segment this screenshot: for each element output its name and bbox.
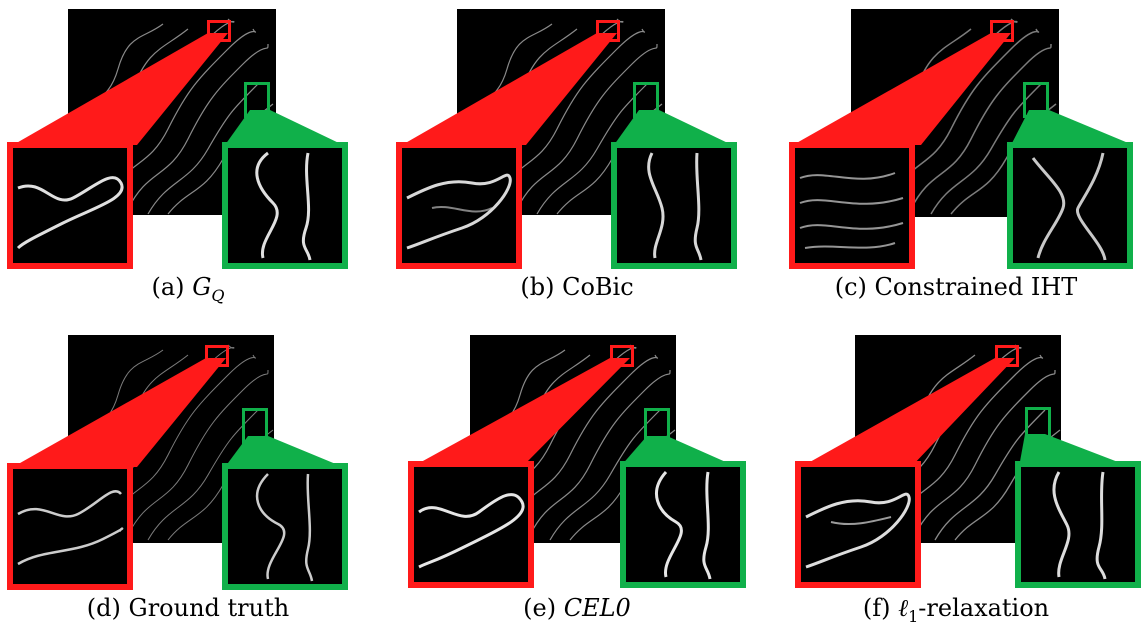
panel-e: (e) CEL0 (392, 321, 762, 642)
roi-green-box (244, 82, 270, 118)
zoom-content (1052, 471, 1107, 580)
panel-caption: (e) CEL0 (523, 594, 631, 622)
zoom-inset-green (1015, 461, 1141, 588)
roi-green-box (644, 408, 670, 444)
zoom-content (256, 473, 314, 582)
roi-green-box (1023, 82, 1049, 118)
zoom-content (255, 151, 312, 261)
panel-a: (a) GQ (3, 0, 373, 321)
zoom-inset-red (795, 461, 921, 588)
panel-d: (d) Ground truth (3, 321, 373, 642)
roi-red-box (990, 20, 1014, 42)
roi-green-box (633, 82, 659, 118)
zoom-content (805, 492, 911, 569)
zoom-inset-green (222, 142, 348, 269)
zoom-content (647, 152, 703, 261)
roi-red-box (610, 345, 634, 367)
zoom-inset-red (408, 461, 534, 588)
zoom-content (799, 172, 904, 249)
zoom-content (16, 176, 124, 250)
panel-f: (f) ℓ1-relaxation (771, 321, 1141, 642)
panel-caption: (b) CoBic (520, 273, 634, 301)
zoom-inset-green (222, 463, 348, 590)
panel-caption: (f) ℓ1-relaxation (862, 594, 1050, 626)
zoom-inset-red (7, 463, 133, 590)
zoom-content (1031, 152, 1107, 261)
roi-red-box (995, 345, 1019, 367)
roi-red-box (205, 345, 229, 367)
zoom-inset-red (396, 142, 522, 269)
roi-green-box (242, 408, 268, 444)
zoom-inset-green (620, 461, 746, 588)
zoom-inset-green (611, 142, 737, 269)
zoom-inset-green (1007, 142, 1133, 269)
zoom-content (17, 490, 124, 566)
panel-caption: (d) Ground truth (86, 594, 290, 622)
panel-caption: (c) Constrained IHT (834, 273, 1078, 301)
zoom-content (418, 493, 525, 569)
panel-b: (b) CoBic (392, 0, 762, 321)
zoom-content (655, 470, 712, 580)
zoom-content (406, 173, 512, 250)
panel-c: (c) Constrained IHT (771, 0, 1141, 321)
zoom-inset-red (7, 142, 133, 269)
panel-caption: (a) GQ (151, 273, 225, 305)
roi-green-box (1025, 407, 1051, 443)
zoom-inset-red (789, 142, 915, 269)
roi-red-box (207, 20, 231, 42)
roi-red-box (596, 20, 620, 42)
